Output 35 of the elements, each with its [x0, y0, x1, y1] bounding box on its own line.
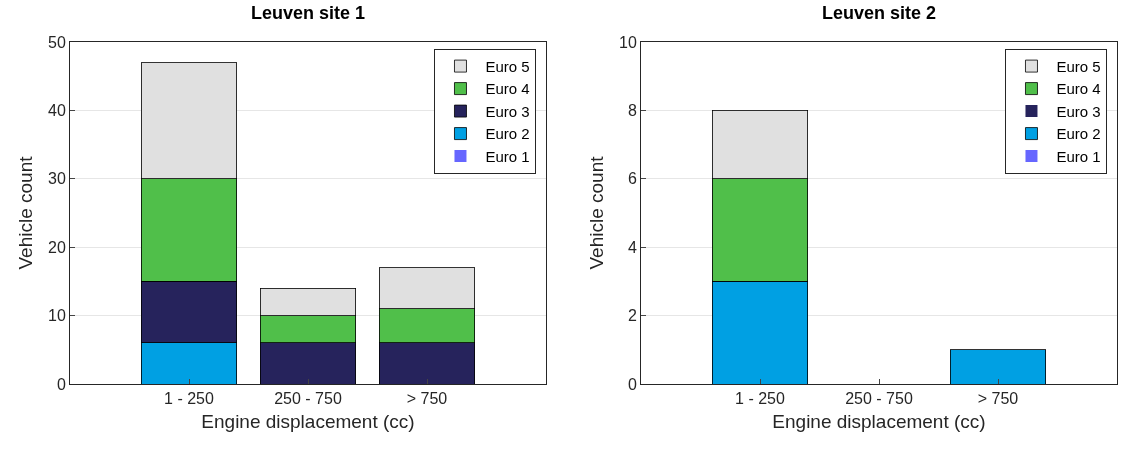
- legend-label: Euro 5: [485, 57, 530, 75]
- y-tick-label: 10: [619, 33, 637, 51]
- y-tick-label: 8: [627, 102, 637, 119]
- y-tick-label: 0: [56, 375, 66, 393]
- legend-label: Euro 2: [485, 125, 530, 143]
- y-tick-label: 4: [627, 238, 637, 256]
- x-tick-label: > 750: [977, 390, 1019, 408]
- x-tick-label: 1 - 250: [164, 390, 215, 408]
- x-axis-title: Engine displacement (cc): [772, 411, 986, 432]
- legend-label: Euro 3: [485, 102, 530, 120]
- y-tick-label: 30: [48, 170, 66, 188]
- y-tick-label: 6: [627, 170, 637, 188]
- x-tick-label: 250 - 750: [274, 390, 342, 408]
- x-tick-label: > 750: [406, 390, 448, 408]
- x-tick-label: 250 - 750: [845, 390, 913, 408]
- y-tick-label: 50: [48, 33, 66, 51]
- y-tick-label: 2: [627, 307, 637, 325]
- y-tick-label: 40: [48, 102, 66, 119]
- chart-title: Leuven site 2: [821, 3, 937, 24]
- y-axis-title: Vehicle count: [14, 155, 36, 270]
- chart-title: Leuven site 1: [250, 3, 366, 24]
- legend-label: Euro 4: [485, 80, 530, 98]
- legend-label: Euro 1: [1056, 147, 1101, 165]
- bar: [950, 349, 1046, 384]
- legend-label: Euro 1: [485, 147, 530, 165]
- legend-label: Euro 3: [1056, 102, 1101, 120]
- x-axis-title: Engine displacement (cc): [201, 411, 415, 432]
- legend-label: Euro 4: [1056, 80, 1101, 98]
- y-tick-label: 0: [627, 375, 637, 393]
- y-tick-label: 10: [48, 307, 66, 325]
- y-tick-label: 20: [48, 238, 66, 256]
- x-tick-label: 1 - 250: [735, 390, 786, 408]
- legend-label: Euro 2: [1056, 125, 1101, 143]
- legend-label: Euro 5: [1056, 57, 1101, 75]
- y-axis-title: Vehicle count: [585, 155, 607, 270]
